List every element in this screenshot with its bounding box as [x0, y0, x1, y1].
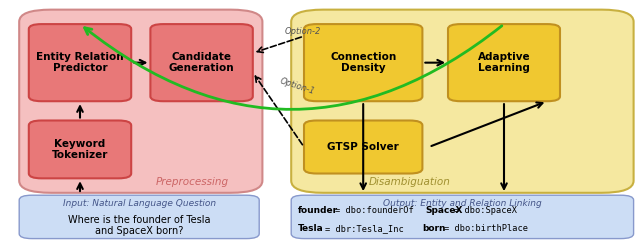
- Text: Connection
Density: Connection Density: [330, 52, 396, 74]
- FancyBboxPatch shape: [29, 120, 131, 178]
- Text: Option-2: Option-2: [285, 27, 321, 36]
- Text: born: born: [422, 224, 446, 234]
- FancyArrowPatch shape: [84, 26, 502, 109]
- Text: Preprocessing: Preprocessing: [156, 177, 228, 187]
- Text: = dbo:founderOf: = dbo:founderOf: [335, 206, 413, 215]
- Text: = dbr:Tesla_Inc: = dbr:Tesla_Inc: [325, 224, 404, 234]
- FancyBboxPatch shape: [291, 10, 634, 193]
- Text: Candidate
Generation: Candidate Generation: [169, 52, 234, 74]
- FancyBboxPatch shape: [19, 195, 259, 239]
- Text: Where is the founder of Tesla
and SpaceX born?: Where is the founder of Tesla and SpaceX…: [68, 214, 211, 236]
- Text: Keyword
Tokenizer: Keyword Tokenizer: [52, 139, 108, 160]
- FancyBboxPatch shape: [291, 195, 634, 239]
- Text: GTSP Solver: GTSP Solver: [327, 142, 399, 152]
- FancyBboxPatch shape: [150, 24, 253, 101]
- Text: founder: founder: [298, 206, 338, 215]
- FancyBboxPatch shape: [304, 120, 422, 174]
- Text: Option-1: Option-1: [278, 76, 316, 96]
- Text: Adaptive
Learning: Adaptive Learning: [477, 52, 531, 74]
- Text: Tesla: Tesla: [298, 224, 323, 234]
- FancyBboxPatch shape: [448, 24, 560, 101]
- Text: Disambiguation: Disambiguation: [369, 177, 451, 187]
- Text: SpaceX: SpaceX: [426, 206, 463, 215]
- Text: Entity Relation
Predictor: Entity Relation Predictor: [36, 52, 124, 74]
- FancyBboxPatch shape: [29, 24, 131, 101]
- Text: = dbo:birthPlace: = dbo:birthPlace: [444, 224, 527, 234]
- Text: Input: Natural Language Question: Input: Natural Language Question: [63, 199, 216, 208]
- Text: Output: Entity and Relation Linking: Output: Entity and Relation Linking: [383, 199, 542, 208]
- FancyBboxPatch shape: [19, 10, 262, 193]
- Text: = dbo:SpaceX: = dbo:SpaceX: [454, 206, 517, 215]
- FancyBboxPatch shape: [304, 24, 422, 101]
